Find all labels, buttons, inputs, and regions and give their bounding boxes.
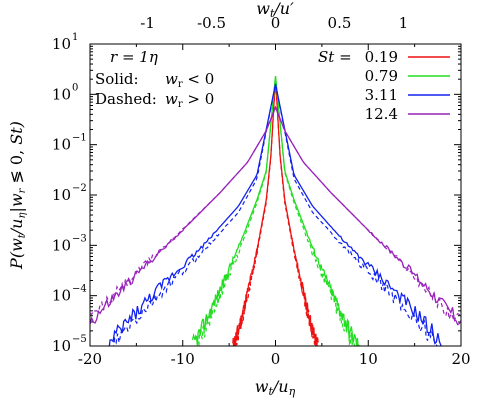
x2-tick-label-1: -0.5 [197,14,226,32]
series-0.79 [191,76,360,346]
top-axis-title: wt/u′ [256,0,294,20]
y-tick-exp-2: −1 [72,133,87,144]
y-tick-exp-0: 1 [72,32,78,43]
y-tick-label-1: 10 [52,85,71,103]
annotation-r: r = 1η [110,48,158,66]
y-axis-title: P(wt/uη|wr ≶ 0, St) [7,121,28,270]
y-tick-label-5: 10 [52,287,71,305]
series-3.11-solid-line [108,83,442,346]
x2-tick-label-3: 0.5 [328,14,352,32]
y-tick-exp-6: −5 [72,334,87,345]
annotation-dashed-label: Dashed: [95,90,157,108]
annotation-dashed-cond: wr > 0 [165,90,214,110]
x-tick-label-1: -10 [171,350,195,368]
legend-label-3: 12.4 [365,105,398,123]
series-3.11 [108,83,442,346]
y-tick-exp-1: 0 [72,82,78,93]
y-tick-exp-5: −4 [72,284,87,295]
series-0.19 [232,78,319,346]
y-tick-label-0: 10 [52,35,71,53]
legend-label-0: 0.19 [365,48,398,66]
x2-tick-label-0: -1 [140,14,155,32]
annotation-solid-label: Solid: [95,70,139,88]
x-tick-label-0: -20 [78,350,102,368]
x-tick-label-4: 20 [451,350,470,368]
x-tick-label-2: 0 [271,350,281,368]
series-0.79-solid-line [191,76,360,346]
y-tick-exp-4: −3 [72,233,87,244]
series-12.4-dashed-line [90,105,461,324]
legend-label-1: 0.79 [365,67,398,85]
annotation-solid-cond: wr < 0 [165,70,214,90]
series-3.11-dashed-line [113,83,438,346]
plot-frame [89,43,462,347]
x2-tick-label-2: 0 [271,14,281,32]
series-0.19-dashed-line [234,78,317,346]
legend-label-2: 3.11 [365,86,398,104]
y-tick-label-2: 10 [52,136,71,154]
y-tick-label-3: 10 [52,186,71,204]
y-tick-exp-3: −2 [72,183,87,194]
legend-title: St = [318,48,352,66]
series-layer [90,76,461,346]
x-axis-title: wt/uη [255,377,296,398]
series-12.4 [90,105,461,326]
series-12.4-solid-line [90,105,461,326]
x-tick-label-3: 10 [359,350,378,368]
y-tick-label-6: 10 [52,337,71,355]
x2-tick-label-4: 1 [399,14,409,32]
series-0.79-dashed-line [196,76,355,346]
y-tick-label-4: 10 [52,236,71,254]
series-0.19-solid-line [232,78,319,346]
